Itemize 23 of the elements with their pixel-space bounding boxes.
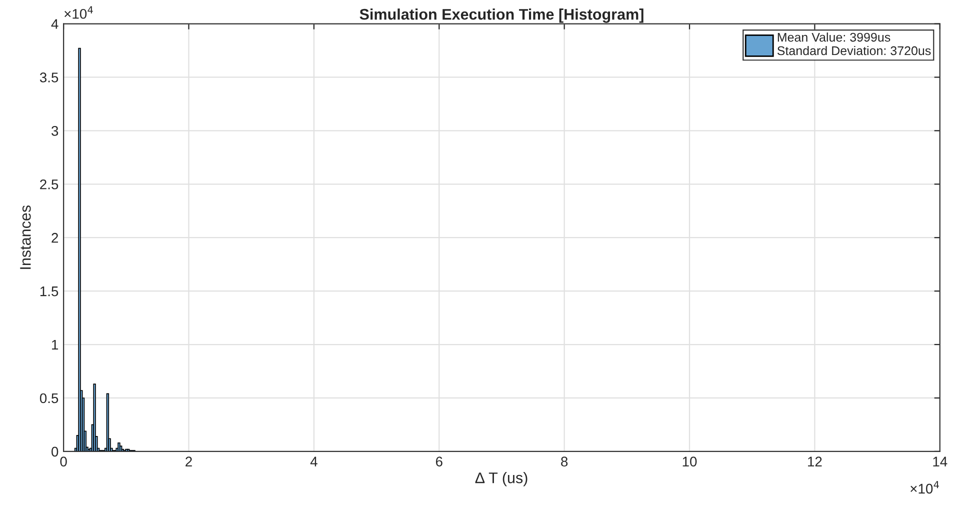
y-tick-label: 3.5 [40,72,58,82]
x-tick-label: 12 [808,456,822,466]
y-tick-label: 2.5 [40,179,58,190]
text: ×10$^{4}$ [910,481,939,494]
y-axis-title: Instances [20,205,31,269]
chart-title: Simulation Execution Time [Histogram] [360,8,644,23]
y-tick-label: 3 [52,126,58,136]
y-tick-label: 1 [52,340,58,350]
x-tick-label: 14 [933,456,948,466]
x-tick-label: 8 [561,456,568,467]
y-tick-label: 0.5 [40,393,58,404]
x-tick-label: 10 [682,456,697,467]
text: ×10$^{4}$ [64,6,93,19]
x-tick-label: 4 [310,456,318,466]
y-tick-label: 4 [51,19,58,29]
x-tick-label: 0 [60,456,67,467]
x-tick-label: 6 [436,456,442,467]
x-tick-label: 2 [186,456,192,466]
x-axis-title: ∆ T (us) [475,472,528,486]
legend-label: Mean Value: 3999us Standard Deviation: 3720us [777,32,931,56]
y-tick-label: 0 [52,446,58,457]
y-tick-label: 1.5 [40,286,58,296]
y-tick-label: 2 [52,232,58,243]
